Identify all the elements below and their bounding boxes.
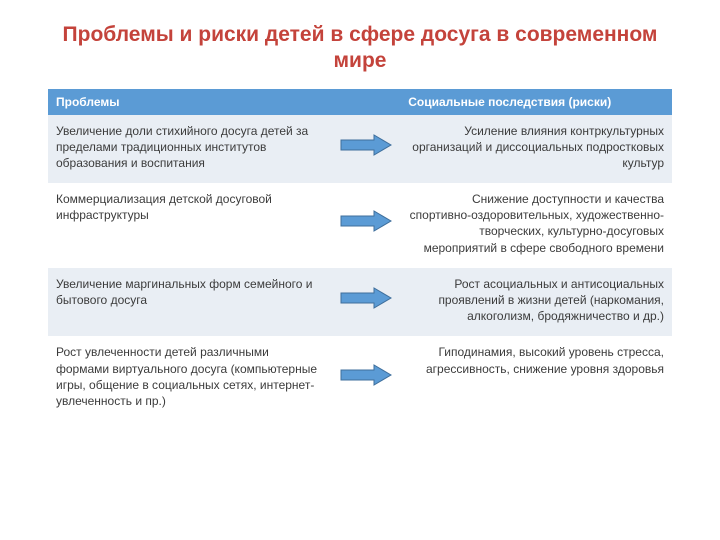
- arrow-right-icon: [340, 210, 392, 232]
- cell-problem: Увеличение маргинальных форм семейного и…: [48, 268, 332, 337]
- table-row: Увеличение доли стихийного досуга детей …: [48, 115, 672, 184]
- table-row: Рост увлеченности детей различными форма…: [48, 336, 672, 421]
- table-row: Увеличение маргинальных форм семейного и…: [48, 268, 672, 337]
- col-header-problems: Проблемы: [48, 89, 332, 115]
- page-title: Проблемы и риски детей в сфере досуга в …: [0, 0, 720, 89]
- cell-arrow: [332, 183, 400, 268]
- cell-problem: Увеличение доли стихийного досуга детей …: [48, 115, 332, 184]
- cell-arrow: [332, 336, 400, 421]
- arrow-right-icon: [340, 287, 392, 309]
- cell-risk: Снижение доступности и качества спортивн…: [400, 183, 672, 268]
- table-row: Коммерциализация детской досуговой инфра…: [48, 183, 672, 268]
- arrow-right-icon: [340, 134, 392, 156]
- table-header-row: Проблемы Социальные последствия (риски): [48, 89, 672, 115]
- arrow-right-icon: [340, 364, 392, 386]
- col-header-spacer: [332, 89, 400, 115]
- cell-risk: Рост асоциальных и антисоциальных проявл…: [400, 268, 672, 337]
- cell-problem: Коммерциализация детской досуговой инфра…: [48, 183, 332, 268]
- col-header-risks: Социальные последствия (риски): [400, 89, 672, 115]
- cell-arrow: [332, 115, 400, 184]
- cell-arrow: [332, 268, 400, 337]
- cell-problem: Рост увлеченности детей различными форма…: [48, 336, 332, 421]
- risks-table: Проблемы Социальные последствия (риски) …: [48, 89, 672, 422]
- table-body: Увеличение доли стихийного досуга детей …: [48, 115, 672, 422]
- cell-risk: Усиление влияния контркультурных организ…: [400, 115, 672, 184]
- risks-table-container: Проблемы Социальные последствия (риски) …: [0, 89, 720, 422]
- cell-risk: Гиподинамия, высокий уровень стресса, аг…: [400, 336, 672, 421]
